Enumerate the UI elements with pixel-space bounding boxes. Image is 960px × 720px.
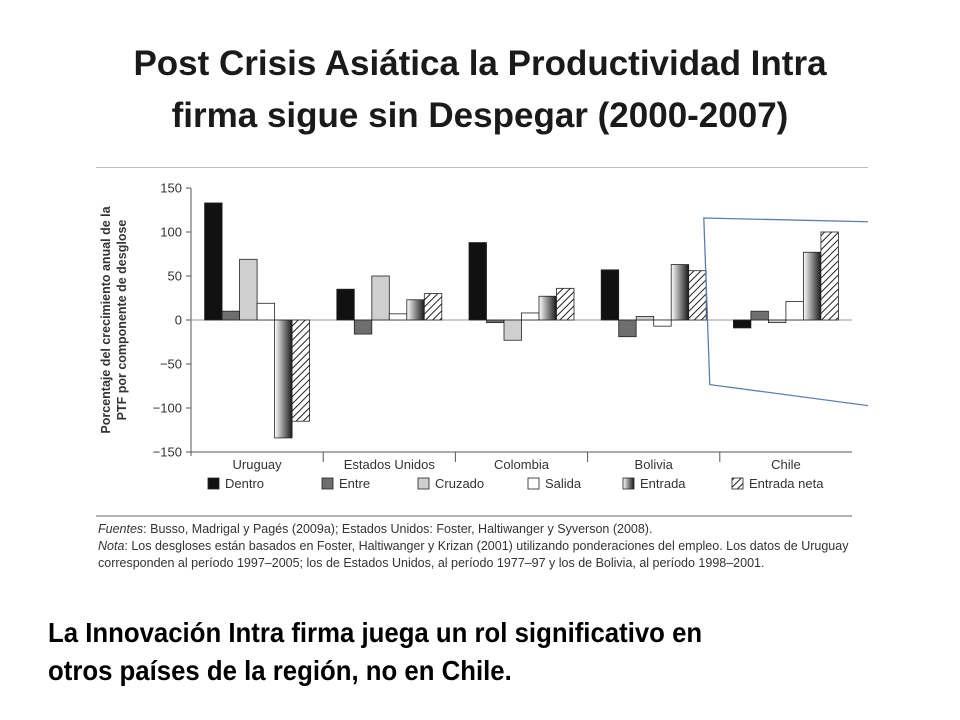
bar-entre-uruguay: [221, 310, 240, 321]
note-label: Nota: [98, 539, 125, 553]
y-axis-label-line-1: Porcentaje del crecimiento anual de la: [99, 205, 113, 433]
legend-label-salida: Salida: [545, 476, 582, 491]
legend-swatch-salida: [527, 477, 540, 490]
legend-label-entrada: Entrada: [640, 476, 686, 491]
bar-dentro-uruguay: [204, 202, 223, 321]
slide-title-line-2: firma sigue sin Despegar (2000-2007): [171, 96, 789, 135]
y-axis-label-line-2: PTF por componente de desglose: [115, 220, 129, 421]
note-text: : Los desgloses están basados en Foster,…: [98, 539, 849, 570]
bar-cruzado-colombia: [503, 319, 522, 341]
bottom-caption: La Innovación Intra firma juega un rol s…: [48, 614, 876, 690]
x-category-label: Colombia: [494, 457, 550, 472]
bar-entrada-neta-colombia: [556, 287, 575, 321]
x-category-label: Chile: [771, 457, 801, 472]
bar-salida-colombia: [521, 312, 540, 321]
bar-entre-chile: [750, 310, 769, 321]
y-tick-label: −50: [160, 357, 182, 372]
sources-text: : Busso, Madrigal y Pagés (2009a); Estad…: [143, 522, 653, 536]
sources-label: Fuentes: [98, 522, 144, 536]
bar-entrada-neta-chile: [820, 231, 839, 321]
legend-swatch-entre: [321, 477, 334, 490]
bar-entre-estados-unidos: [353, 319, 373, 335]
bar-dentro-bolivia: [600, 269, 620, 321]
x-category-label: Uruguay: [233, 457, 283, 472]
y-tick-label: 150: [160, 181, 182, 196]
bar-entrada-neta-uruguay: [291, 319, 311, 422]
bar-cruzado-chile: [768, 319, 787, 324]
bar-entrada-neta-bolivia: [688, 270, 707, 321]
tfp-decomposition-chart: 150 100 50 0 −50 −100 −150 Porcentaje del creci…: [96, 181, 868, 517]
legend-swatch-entrada: [622, 477, 635, 490]
bar-entrada-chile: [803, 251, 822, 321]
legend-label-entre: Entre: [339, 476, 370, 491]
legend-label-cruzado: Cruzado: [435, 476, 484, 491]
bar-salida-estados-unidos: [388, 313, 408, 321]
figure-top-border: [96, 167, 868, 168]
slide-title-line-1: Post Crisis Asiática la Productividad In…: [133, 44, 827, 83]
bar-cruzado-uruguay: [239, 258, 258, 321]
bar-entrada-colombia: [538, 295, 557, 321]
legend-label-entrada-neta: Entrada neta: [749, 476, 824, 491]
slide-title: Post Crisis Asiática la Productividad In…: [40, 38, 920, 142]
legend-label-dentro: Dentro: [225, 476, 264, 491]
bottom-caption-line-1: La Innovación Intra firma juega un rol s…: [48, 617, 703, 648]
figure-notes: Fuentes: Busso, Madrigal y Pagés (2009a)…: [98, 521, 858, 572]
bar-salida-bolivia: [653, 319, 672, 327]
y-tick-label: −150: [153, 445, 182, 460]
legend-swatch-entrada-neta: [731, 477, 744, 490]
y-tick-label: 50: [168, 269, 182, 284]
bar-entrada-bolivia: [670, 264, 690, 321]
bar-dentro-colombia: [468, 242, 487, 321]
y-axis-label: Porcentaje del crecimiento anual de la PT…: [99, 205, 129, 433]
legend-swatch-dentro: [207, 477, 220, 490]
bar-salida-chile: [785, 301, 804, 321]
chile-highlight-outline: [703, 217, 868, 407]
legend-swatch-cruzado: [417, 477, 430, 490]
sources-note: Fuentes: Busso, Madrigal y Pagés (2009a)…: [98, 521, 858, 538]
y-tick-label: 0: [175, 313, 182, 328]
bar-entre-bolivia: [618, 319, 637, 338]
y-tick-label: 100: [160, 225, 182, 240]
bottom-caption-line-2: otros países de la región, no en Chile.: [48, 655, 512, 686]
bar-dentro-chile: [733, 319, 752, 329]
bar-entre-colombia: [486, 319, 505, 324]
method-note: Nota: Los desgloses están basados en Fos…: [98, 538, 858, 572]
bar-cruzado-bolivia: [635, 316, 655, 321]
figure-panel: [96, 168, 868, 600]
y-tick-label: −100: [153, 401, 182, 416]
bar-dentro-estados-unidos: [336, 288, 355, 321]
bar-cruzado-estados-unidos: [371, 275, 390, 321]
bar-entrada-uruguay: [274, 319, 293, 439]
bar-entrada-estados-unidos: [406, 299, 425, 321]
bar-salida-uruguay: [256, 302, 276, 321]
x-category-label: Bolivia: [635, 457, 674, 472]
x-category-label: Estados Unidos: [344, 457, 436, 472]
bar-entrada-neta-estados-unidos: [423, 293, 443, 321]
